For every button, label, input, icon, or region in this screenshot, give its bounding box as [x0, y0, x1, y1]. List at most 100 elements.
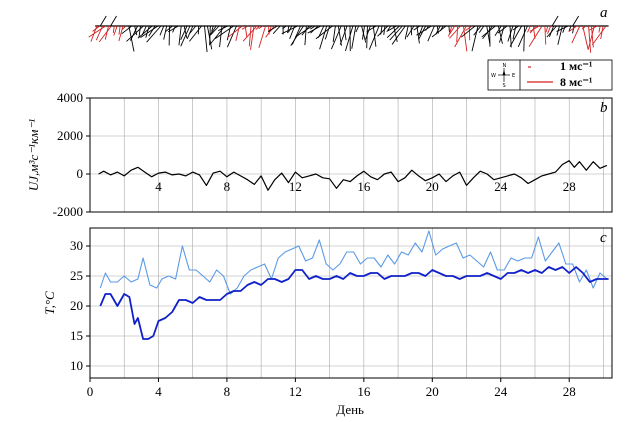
wind-stick-red — [258, 25, 267, 48]
wind-stick — [163, 25, 168, 40]
compass-n: N — [503, 63, 507, 69]
wind-stick — [562, 25, 566, 33]
x-tick-label-b: 12 — [289, 179, 302, 194]
wind-stick — [332, 25, 336, 42]
wind-stick — [319, 25, 328, 50]
wind-stick — [427, 25, 435, 42]
wind-stick-red — [532, 25, 536, 39]
wind-stick — [448, 25, 450, 33]
wind-stick — [418, 25, 427, 40]
wind-stick-red — [112, 25, 115, 33]
wind-stick — [460, 25, 476, 38]
wind-stick-red — [547, 25, 552, 34]
wind-stick-red — [571, 25, 581, 44]
wind-stick — [478, 25, 485, 33]
wind-stick — [509, 25, 523, 47]
wind-stick — [183, 25, 188, 39]
wind-stick — [304, 25, 307, 46]
wind-stick — [110, 15, 117, 27]
compass-w: W — [491, 73, 496, 79]
panel-label-a: a — [600, 5, 608, 21]
wind-stick-red — [581, 25, 586, 30]
wind-stick-red — [104, 25, 109, 40]
grid-panel-b — [90, 98, 612, 212]
wind-stick — [494, 25, 502, 36]
x-tick-label-c: 4 — [155, 384, 162, 399]
wind-stick — [377, 25, 389, 37]
compass-arrow-icon — [502, 70, 506, 75]
y-tick-label: 30 — [70, 238, 83, 253]
x-tick-label-c: 16 — [357, 384, 371, 399]
wind-stick — [310, 25, 316, 30]
wind-stick — [391, 25, 406, 45]
legend-label-8ms: 8 мс⁻¹ — [560, 75, 593, 89]
wind-stick — [126, 25, 144, 42]
wind-stick — [209, 25, 217, 37]
wind-stick — [272, 25, 281, 34]
wind-stick — [368, 25, 380, 50]
wind-stick — [497, 25, 508, 34]
wind-stick-red — [258, 25, 263, 30]
wind-stick — [189, 25, 197, 34]
wind-stick-red — [527, 25, 531, 33]
wind-stick — [546, 25, 557, 38]
wind-stick — [226, 25, 237, 48]
wind-stick — [145, 25, 150, 38]
wind-stick — [473, 25, 482, 36]
series-line-b-0 — [98, 160, 608, 191]
wind-stick — [343, 25, 347, 41]
wind-stick-red — [545, 25, 549, 33]
wind-stick — [267, 25, 278, 33]
y-axis-title-b: UJ,м³с⁻¹км⁻¹ — [26, 119, 41, 191]
wind-stick-red — [544, 25, 547, 45]
plot-frame-b — [89, 97, 613, 213]
x-axis-title: День — [336, 402, 364, 417]
x-tick-label-c: 12 — [289, 384, 302, 399]
wind-stick — [386, 25, 400, 39]
wind-stick — [366, 25, 377, 32]
wind-stick — [217, 25, 228, 32]
wind-stick-red — [88, 25, 106, 38]
wind-stick — [551, 15, 559, 27]
wind-stick — [99, 15, 107, 27]
wind-stick-red — [528, 25, 543, 47]
wind-stick — [282, 25, 287, 30]
wind-stick-red — [456, 25, 459, 43]
wind-stick — [355, 25, 360, 33]
wind-stick — [165, 25, 173, 32]
wind-stick — [431, 25, 447, 38]
y-tick-label: 25 — [70, 268, 83, 283]
wind-stick — [572, 15, 580, 27]
wind-stick — [281, 25, 298, 35]
x-tick-label-c: 20 — [426, 384, 439, 399]
wind-stick-red — [454, 25, 467, 48]
wind-stick — [387, 25, 392, 31]
compass-s: S — [503, 83, 506, 89]
wind-stick-red — [448, 25, 453, 37]
x-tick-label-c: 24 — [494, 384, 508, 399]
y-axis-title-c: T,°C — [42, 291, 57, 315]
wind-stick — [137, 25, 153, 39]
wind-stick-red — [248, 25, 252, 47]
wind-stick-red — [242, 25, 258, 42]
y-tick-label: 10 — [70, 358, 83, 373]
legend-label-1ms: 1 мс⁻¹ — [560, 59, 593, 73]
wind-stick-red — [113, 25, 118, 36]
wind-stick-red — [118, 25, 124, 42]
wind-stick — [404, 25, 409, 40]
wind-stick — [416, 25, 420, 44]
compass-e: E — [512, 73, 515, 79]
wind-stick — [129, 25, 138, 41]
wind-stick-red — [587, 25, 595, 50]
wind-stick — [568, 25, 572, 31]
wind-stick — [351, 25, 357, 49]
wind-stick — [138, 25, 141, 38]
wind-stick-red — [449, 25, 456, 35]
grid-panel-c — [90, 228, 612, 378]
wind-stick — [140, 25, 159, 38]
wind-stick — [287, 25, 290, 34]
wind-stick — [366, 25, 368, 49]
wind-stick — [572, 25, 575, 34]
wind-stick-red — [465, 25, 473, 32]
wind-stick — [148, 25, 156, 37]
